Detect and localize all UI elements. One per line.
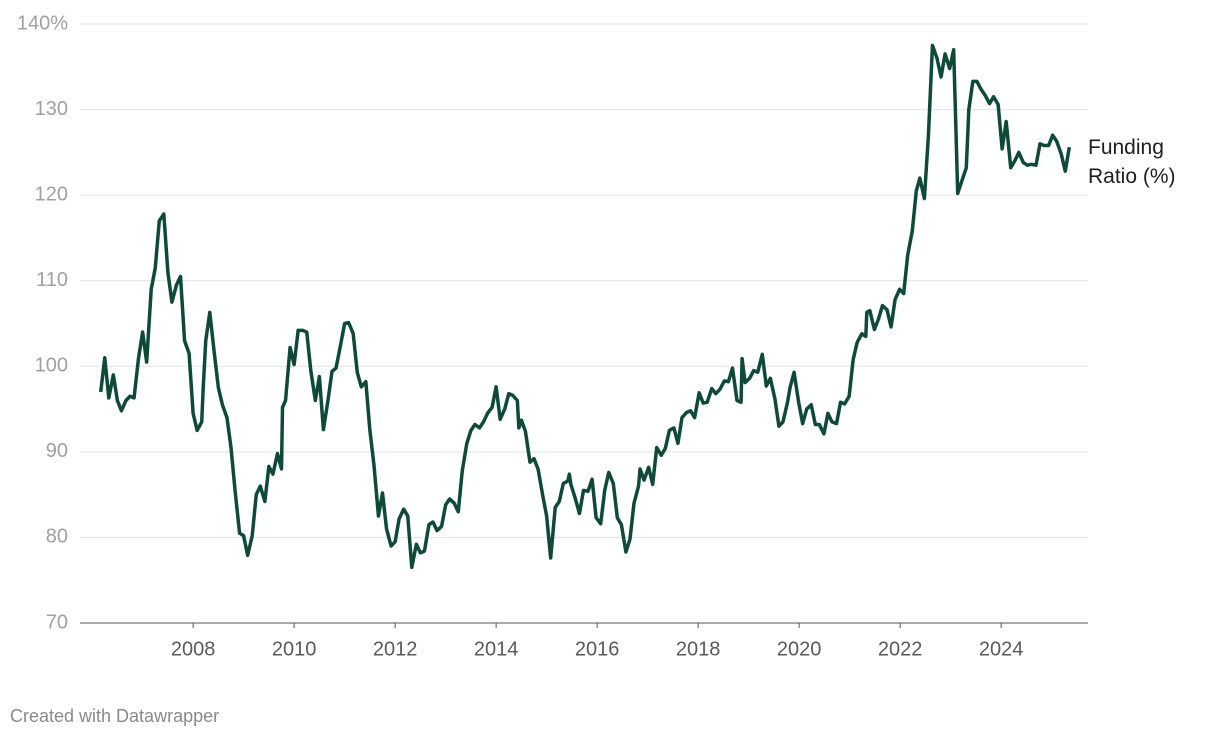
x-tick-label: 2018 — [676, 638, 721, 660]
x-tick-label: 2010 — [272, 638, 317, 660]
y-tick-label: 110 — [36, 269, 68, 291]
x-tick-label: 2014 — [474, 638, 519, 660]
x-tick-label: 2016 — [575, 638, 620, 660]
y-tick-label: 140% — [17, 12, 68, 34]
y-tick-label: 70 — [46, 611, 68, 633]
credit: Created with Datawrapper — [10, 706, 219, 726]
y-tick-label: 100 — [35, 355, 68, 377]
x-tick-label: 2008 — [171, 638, 216, 660]
x-tick-label: 2020 — [777, 638, 822, 660]
x-tick-label: 2024 — [979, 638, 1024, 660]
series-label: Funding Ratio (%) — [1088, 136, 1176, 188]
y-tick-label: 80 — [46, 526, 68, 548]
y-tick-label: 130 — [35, 98, 68, 120]
x-tick-label: 2022 — [878, 638, 923, 660]
x-tick-label: 2012 — [373, 638, 418, 660]
line — [98, 43, 1072, 570]
y-tick-label: 120 — [35, 183, 68, 205]
series-label-line: Funding — [1088, 136, 1164, 159]
y-tick-label: 90 — [46, 440, 68, 462]
series-label-line: Ratio (%) — [1088, 165, 1176, 188]
